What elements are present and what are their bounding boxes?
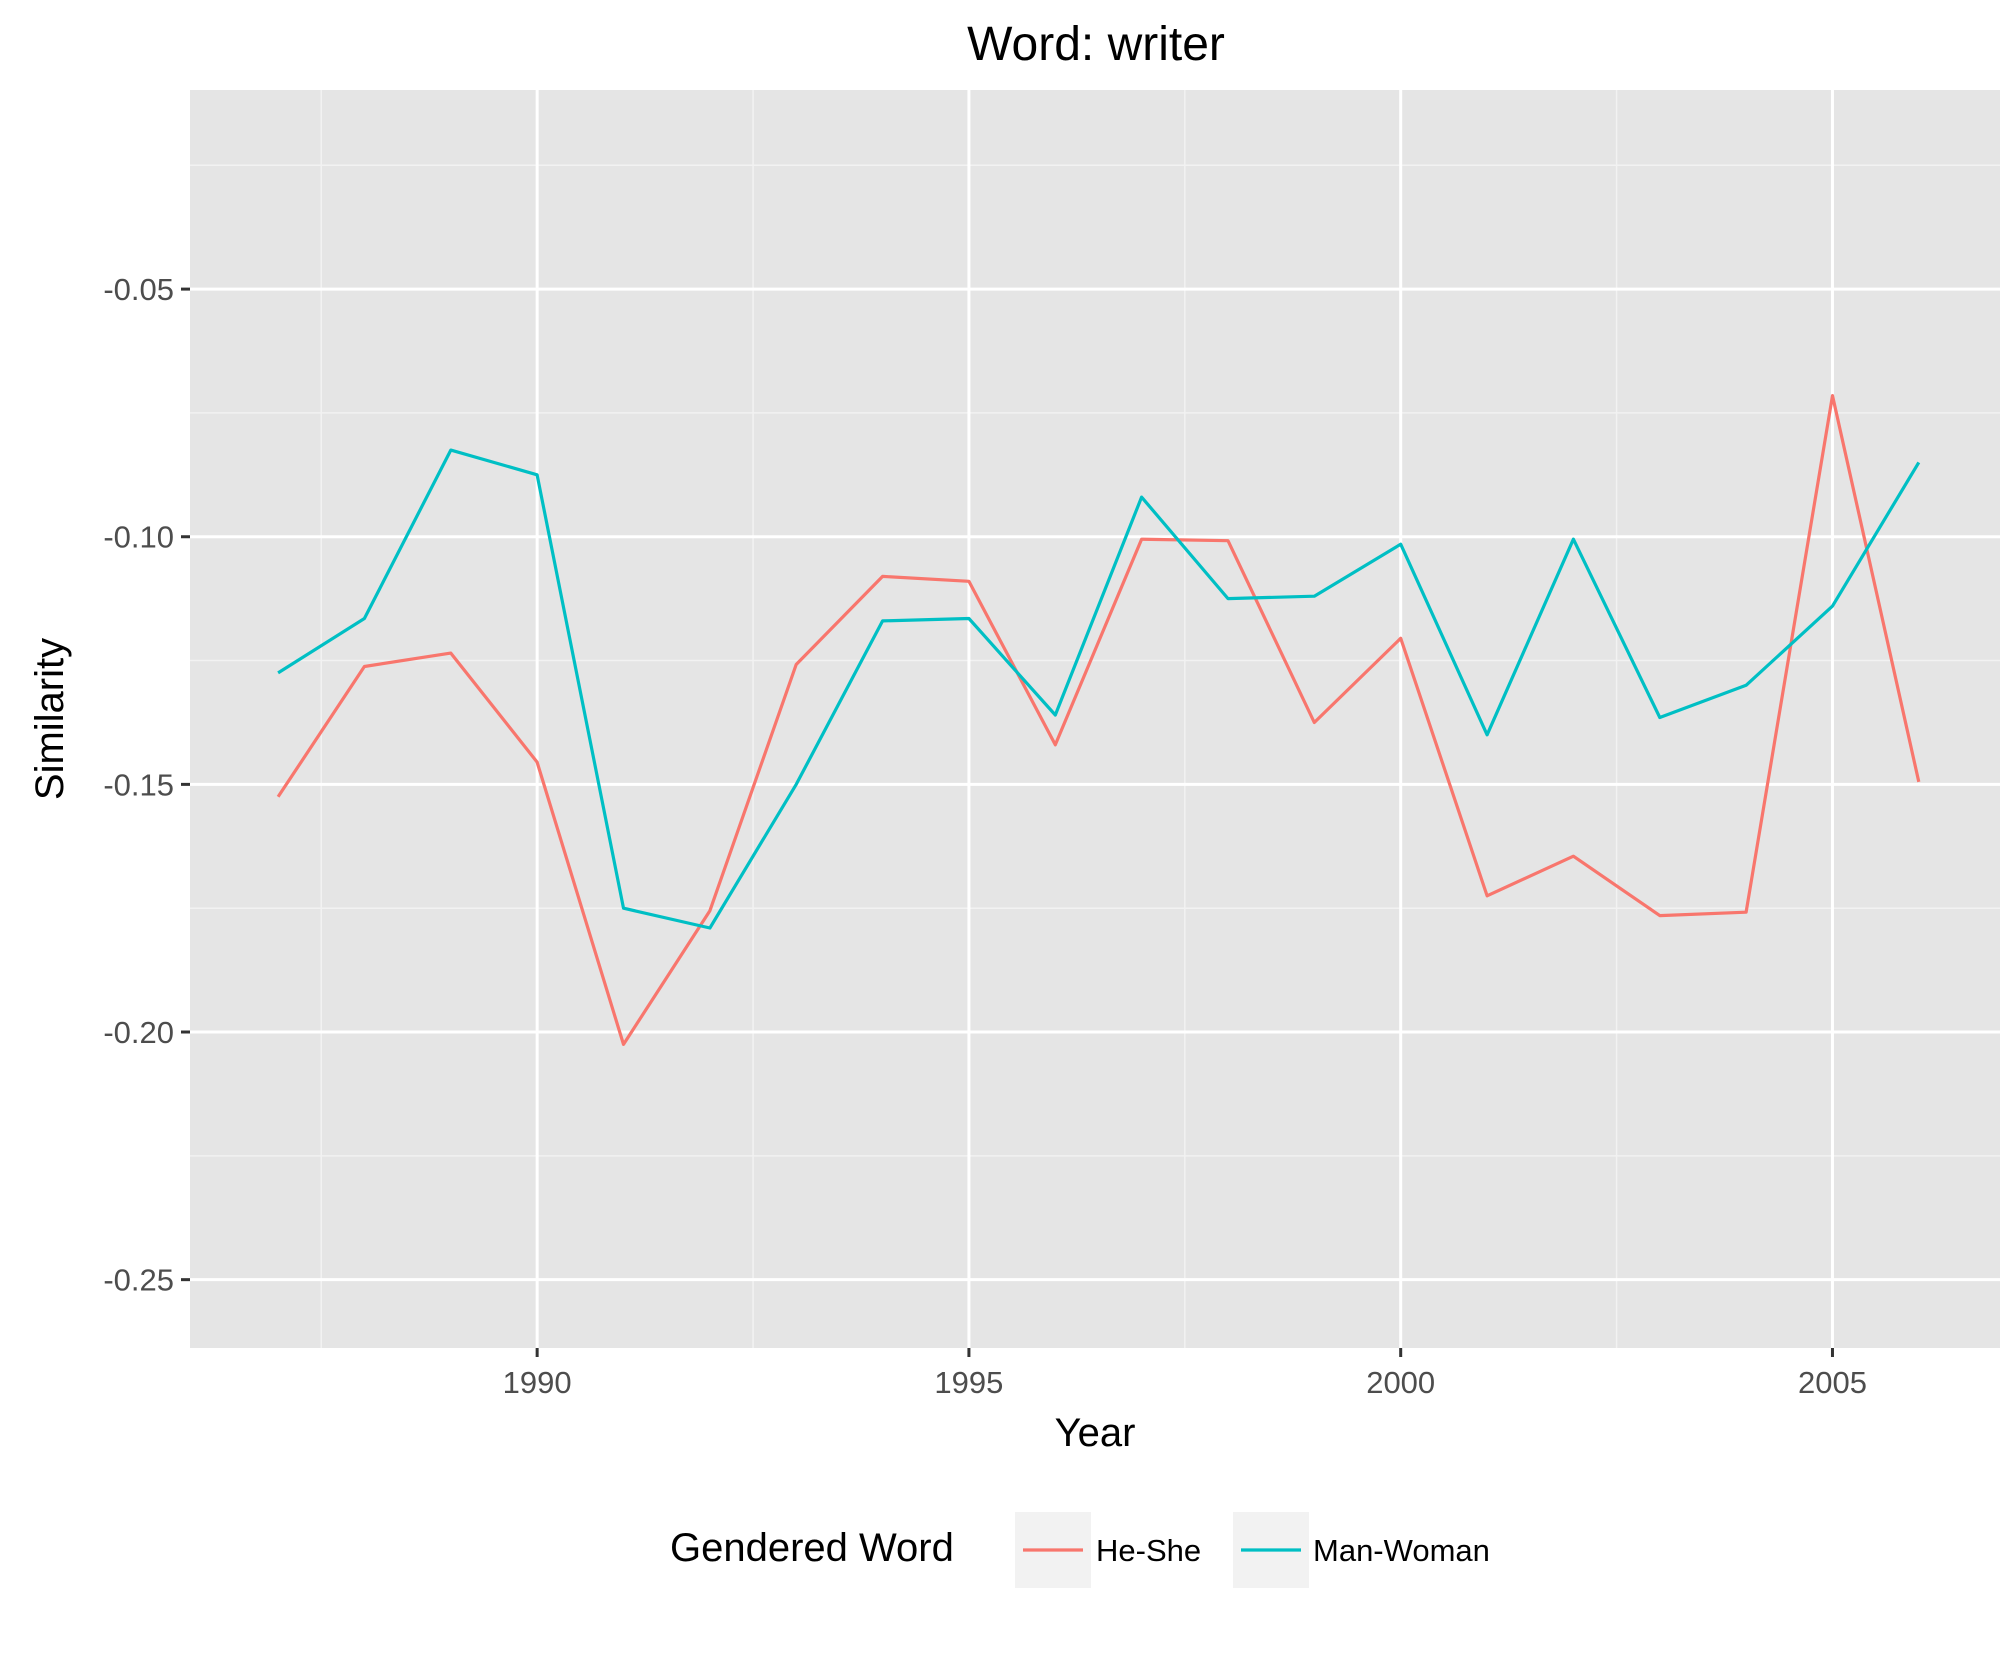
x-axis-title: Year <box>1055 1411 1136 1455</box>
x-axis: 1990 1995 2000 2005 <box>503 1348 1867 1400</box>
legend-label-he-she: He-She <box>1096 1533 1201 1568</box>
y-tick-label: -0.15 <box>103 767 174 802</box>
series-line-he-she <box>276 394 1921 1047</box>
y-axis-title: Similarity <box>28 638 72 800</box>
y-tick-label: -0.05 <box>103 272 174 307</box>
y-tick-label: -0.20 <box>103 1015 174 1050</box>
series-line-man-woman <box>277 448 1921 930</box>
major-gridlines <box>190 90 2000 1348</box>
series-lines <box>276 394 1921 1047</box>
x-tick-label: 2005 <box>1798 1365 1867 1400</box>
y-axis: -0.25 -0.20 -0.15 -0.10 -0.05 <box>103 272 190 1298</box>
legend-title: Gendered Word <box>670 1526 954 1570</box>
chart-title: Word: writer <box>967 18 1225 71</box>
x-tick-label: 1990 <box>503 1365 572 1400</box>
y-tick-label: -0.25 <box>103 1263 174 1298</box>
x-tick-label: 2000 <box>1366 1365 1435 1400</box>
y-tick-label: -0.10 <box>103 520 174 555</box>
legend-label-man-woman: Man-Woman <box>1313 1533 1490 1568</box>
x-tick-label: 1995 <box>934 1365 1003 1400</box>
legend: Gendered Word He-She Man-Woman <box>670 1512 1490 1588</box>
plot-panel <box>190 90 2000 1348</box>
minor-gridlines <box>190 90 2000 1348</box>
